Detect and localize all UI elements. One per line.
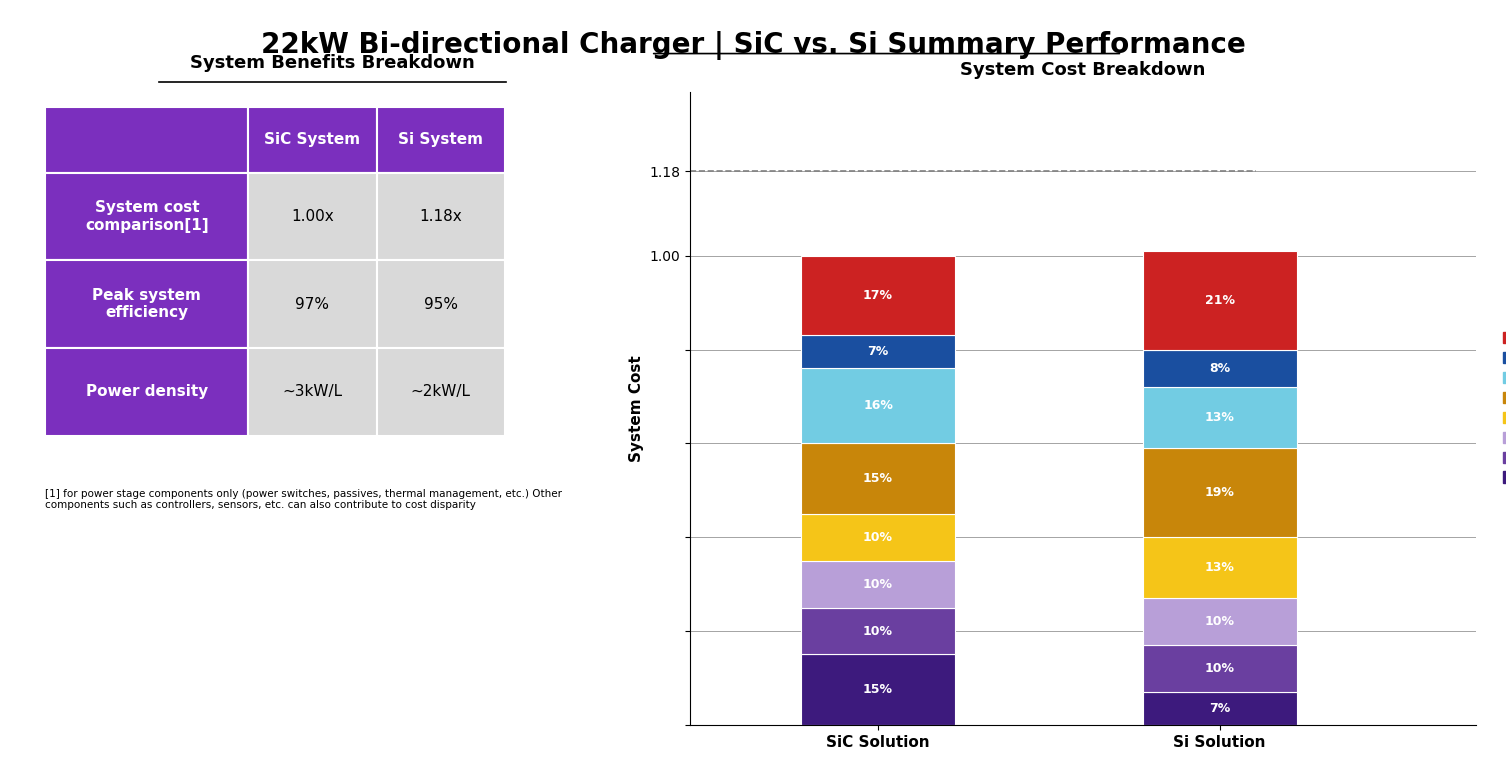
Title: System Cost Breakdown: System Cost Breakdown	[961, 61, 1206, 79]
Bar	[801, 369, 955, 443]
Text: 97%: 97%	[295, 297, 330, 312]
Text: 13%: 13%	[1205, 562, 1235, 575]
Bar	[801, 443, 955, 513]
Text: 15%: 15%	[863, 683, 893, 696]
Text: ~3kW/L: ~3kW/L	[283, 385, 342, 400]
Bar	[1143, 387, 1297, 448]
Text: Peak system
efficiency: Peak system efficiency	[92, 288, 202, 320]
Bar	[1143, 645, 1297, 692]
Text: ~2kW/L: ~2kW/L	[411, 385, 470, 400]
Bar	[801, 561, 955, 607]
Bar	[1143, 349, 1297, 387]
Text: 13%: 13%	[1205, 411, 1235, 424]
Text: 7%: 7%	[867, 346, 889, 359]
Text: 10%: 10%	[863, 531, 893, 544]
Text: 10%: 10%	[1205, 615, 1235, 628]
Text: SiC System: SiC System	[265, 132, 360, 147]
Bar	[801, 655, 955, 725]
Text: Si System: Si System	[398, 132, 483, 147]
Bar	[1143, 448, 1297, 537]
Text: 10%: 10%	[863, 625, 893, 638]
Text: 10%: 10%	[863, 578, 893, 591]
Bar	[1143, 537, 1297, 598]
Bar	[801, 607, 955, 655]
Text: 8%: 8%	[1209, 362, 1230, 375]
Text: 15%: 15%	[863, 472, 893, 485]
Text: System cost
comparison[1]: System cost comparison[1]	[84, 201, 209, 233]
Bar	[1143, 251, 1297, 349]
Bar	[801, 336, 955, 369]
Text: 16%: 16%	[863, 399, 893, 412]
Text: 95%: 95%	[423, 297, 458, 312]
Bar	[801, 256, 955, 336]
Text: [1] for power stage components only (power switches, passives, thermal managemen: [1] for power stage components only (pow…	[45, 488, 562, 510]
Text: Power density: Power density	[86, 385, 208, 400]
Text: 17%: 17%	[863, 289, 893, 302]
Y-axis label: System Cost: System Cost	[630, 355, 645, 462]
Text: System Benefits Breakdown: System Benefits Breakdown	[190, 54, 474, 72]
Legend: Gate Drivers, Thermal Mgmt/Enclosure, Capacitors, Magnetics DC/DC, Magnetics AC/: Gate Drivers, Thermal Mgmt/Enclosure, Ca…	[1498, 327, 1506, 489]
Text: 10%: 10%	[1205, 662, 1235, 675]
Bar	[1143, 598, 1297, 645]
Text: 22kW Bi-directional Charger | SiC vs. Si Summary Performance: 22kW Bi-directional Charger | SiC vs. Si…	[261, 31, 1245, 60]
Text: 1.18x: 1.18x	[419, 209, 462, 224]
Text: 1.00x: 1.00x	[291, 209, 334, 224]
Text: 7%: 7%	[1209, 702, 1230, 715]
Text: 21%: 21%	[1205, 294, 1235, 307]
Bar	[801, 513, 955, 561]
Text: 19%: 19%	[1205, 486, 1235, 499]
Bar	[1143, 692, 1297, 725]
